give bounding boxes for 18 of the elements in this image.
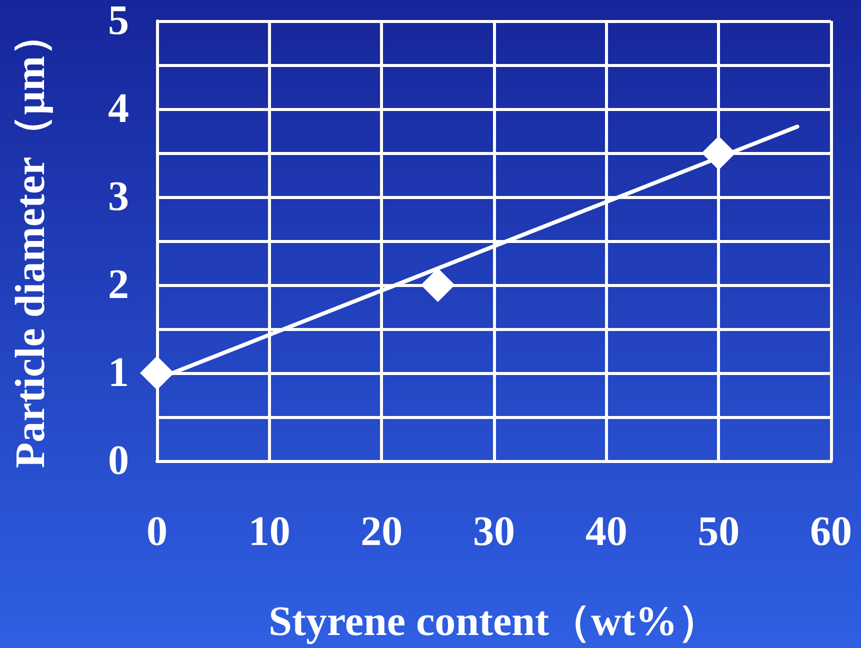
point: [702, 136, 736, 170]
x-tick-label: 60: [810, 509, 852, 555]
y-tick-label: 0: [108, 438, 129, 484]
x-tick-label: 20: [360, 509, 403, 555]
x-tick-label: 50: [698, 509, 740, 555]
y-tick-label: 3: [108, 174, 129, 220]
x-tick-label: 40: [585, 509, 628, 555]
x-tick-label: 0: [146, 509, 168, 555]
x-tick-label: 10: [248, 509, 290, 555]
point: [420, 268, 455, 302]
y-tick-label: 5: [108, 0, 129, 44]
y-tick-label: 1: [108, 350, 129, 396]
x-tick-label: 30: [473, 509, 515, 555]
point: [140, 356, 174, 390]
y-axis-title: Particle diameter（μm）: [8, 14, 54, 468]
y-tick-label: 4: [108, 86, 129, 132]
x-axis-title: Styrene content（wt%）: [268, 599, 720, 645]
y-tick-label: 2: [108, 262, 129, 308]
